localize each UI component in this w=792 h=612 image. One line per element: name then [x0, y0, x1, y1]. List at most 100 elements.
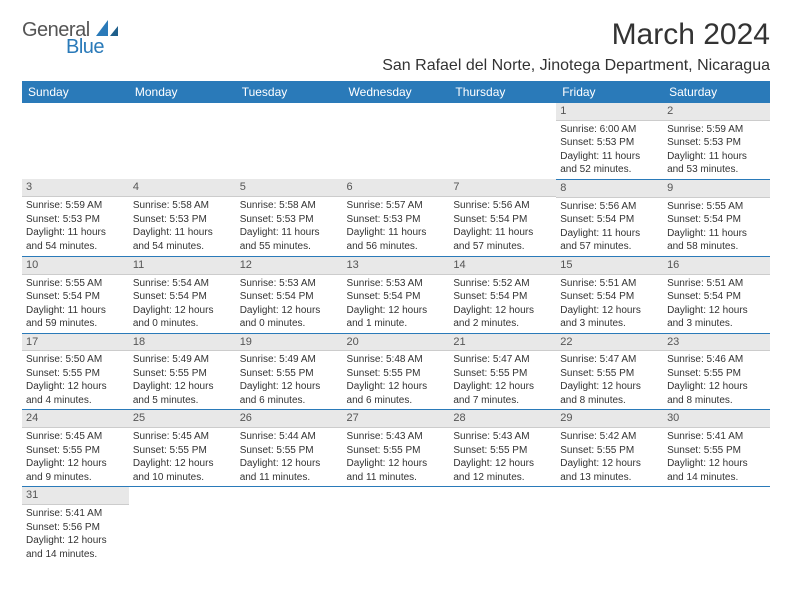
day-number: 14: [449, 257, 556, 275]
daylight-text-2: and 1 minute.: [347, 317, 446, 331]
day-number: 29: [556, 410, 663, 428]
day-number: 1: [556, 103, 663, 121]
day-details: Sunrise: 5:56 AMSunset: 5:54 PMDaylight:…: [556, 198, 663, 256]
calendar-day-cell: 30Sunrise: 5:41 AMSunset: 5:55 PMDayligh…: [663, 410, 770, 487]
day-number: 20: [343, 334, 450, 352]
day-number: [343, 487, 450, 489]
daylight-text-2: and 55 minutes.: [240, 240, 339, 254]
day-number: 22: [556, 334, 663, 352]
day-details: Sunrise: 5:49 AMSunset: 5:55 PMDaylight:…: [129, 351, 236, 409]
daylight-text-1: Daylight: 11 hours: [133, 226, 232, 240]
daylight-text-2: and 59 minutes.: [26, 317, 125, 331]
sunset-text: Sunset: 5:53 PM: [560, 136, 659, 150]
calendar-table: Sunday Monday Tuesday Wednesday Thursday…: [22, 81, 770, 563]
daylight-text-1: Daylight: 12 hours: [347, 457, 446, 471]
day-number: 9: [663, 180, 770, 198]
daylight-text-1: Daylight: 12 hours: [667, 457, 766, 471]
sunset-text: Sunset: 5:55 PM: [453, 367, 552, 381]
daylight-text-2: and 6 minutes.: [240, 394, 339, 408]
weekday-header: Monday: [129, 81, 236, 103]
calendar-day-cell: 12Sunrise: 5:53 AMSunset: 5:54 PMDayligh…: [236, 256, 343, 333]
calendar-day-cell: 28Sunrise: 5:43 AMSunset: 5:55 PMDayligh…: [449, 410, 556, 487]
day-number: [343, 103, 450, 105]
sunrise-text: Sunrise: 5:58 AM: [240, 199, 339, 213]
daylight-text-1: Daylight: 12 hours: [26, 457, 125, 471]
day-number: [449, 487, 556, 489]
sunset-text: Sunset: 5:55 PM: [240, 367, 339, 381]
sunset-text: Sunset: 5:54 PM: [240, 290, 339, 304]
daylight-text-2: and 8 minutes.: [560, 394, 659, 408]
day-number: 24: [22, 410, 129, 428]
day-details: Sunrise: 5:55 AMSunset: 5:54 PMDaylight:…: [663, 198, 770, 256]
day-number: 16: [663, 257, 770, 275]
daylight-text-2: and 3 minutes.: [667, 317, 766, 331]
day-details: Sunrise: 5:42 AMSunset: 5:55 PMDaylight:…: [556, 428, 663, 486]
calendar-day-cell: 3Sunrise: 5:59 AMSunset: 5:53 PMDaylight…: [22, 179, 129, 256]
daylight-text-1: Daylight: 12 hours: [240, 457, 339, 471]
calendar-day-cell: 20Sunrise: 5:48 AMSunset: 5:55 PMDayligh…: [343, 333, 450, 410]
day-number: 12: [236, 257, 343, 275]
day-details: Sunrise: 5:47 AMSunset: 5:55 PMDaylight:…: [449, 351, 556, 409]
daylight-text-1: Daylight: 12 hours: [560, 457, 659, 471]
calendar-day-cell: 4 Sunrise: 5:58 AMSunset: 5:53 PMDaylight…: [129, 179, 236, 256]
calendar-day-cell: [556, 487, 663, 563]
calendar-day-cell: 7Sunrise: 5:56 AMSunset: 5:54 PMDaylight…: [449, 179, 556, 256]
sunrise-text: Sunrise: 5:45 AM: [133, 430, 232, 444]
calendar-week-row: 1Sunrise: 6:00 AMSunset: 5:53 PMDaylight…: [22, 103, 770, 179]
sunset-text: Sunset: 5:54 PM: [667, 290, 766, 304]
daylight-text-2: and 57 minutes.: [453, 240, 552, 254]
daylight-text-2: and 10 minutes.: [133, 471, 232, 485]
daylight-text-1: Daylight: 12 hours: [26, 534, 125, 548]
sunrise-text: Sunrise: 5:46 AM: [667, 353, 766, 367]
day-number: 4: [129, 179, 236, 197]
day-details: Sunrise: 5:41 AMSunset: 5:56 PMDaylight:…: [22, 505, 129, 563]
daylight-text-2: and 14 minutes.: [26, 548, 125, 562]
sunrise-text: Sunrise: 5:51 AM: [560, 277, 659, 291]
day-details: Sunrise: 5:50 AMSunset: 5:55 PMDaylight:…: [22, 351, 129, 409]
calendar-day-cell: 1Sunrise: 6:00 AMSunset: 5:53 PMDaylight…: [556, 103, 663, 179]
day-number: 18: [129, 334, 236, 352]
day-number: [663, 487, 770, 489]
day-details: Sunrise: 5:53 AMSunset: 5:54 PMDaylight:…: [343, 275, 450, 333]
sunrise-text: Sunrise: 5:42 AM: [560, 430, 659, 444]
calendar-day-cell: [343, 487, 450, 563]
day-details: Sunrise: 5:43 AMSunset: 5:55 PMDaylight:…: [449, 428, 556, 486]
calendar-day-cell: 21Sunrise: 5:47 AMSunset: 5:55 PMDayligh…: [449, 333, 556, 410]
daylight-text-1: Daylight: 12 hours: [240, 380, 339, 394]
sunset-text: Sunset: 5:53 PM: [133, 213, 232, 227]
sunrise-text: Sunrise: 5:48 AM: [347, 353, 446, 367]
day-details: Sunrise: 5:48 AMSunset: 5:55 PMDaylight:…: [343, 351, 450, 409]
daylight-text-2: and 0 minutes.: [133, 317, 232, 331]
daylight-text-1: Daylight: 12 hours: [560, 304, 659, 318]
daylight-text-2: and 6 minutes.: [347, 394, 446, 408]
sunrise-text: Sunrise: 5:53 AM: [347, 277, 446, 291]
day-details: Sunrise: 5:57 AMSunset: 5:53 PMDaylight:…: [343, 197, 450, 255]
daylight-text-1: Daylight: 12 hours: [667, 380, 766, 394]
calendar-week-row: 24Sunrise: 5:45 AMSunset: 5:55 PMDayligh…: [22, 410, 770, 487]
day-details: Sunrise: 5:47 AMSunset: 5:55 PMDaylight:…: [556, 351, 663, 409]
sunset-text: Sunset: 5:53 PM: [240, 213, 339, 227]
daylight-text-1: Daylight: 12 hours: [133, 380, 232, 394]
sunset-text: Sunset: 5:55 PM: [240, 444, 339, 458]
day-number: 21: [449, 334, 556, 352]
day-number: 31: [22, 487, 129, 505]
daylight-text-1: Daylight: 12 hours: [133, 457, 232, 471]
sunrise-text: Sunrise: 5:44 AM: [240, 430, 339, 444]
day-number: [129, 487, 236, 489]
daylight-text-1: Daylight: 11 hours: [453, 226, 552, 240]
calendar-day-cell: 16Sunrise: 5:51 AMSunset: 5:54 PMDayligh…: [663, 256, 770, 333]
sunrise-text: Sunrise: 5:43 AM: [347, 430, 446, 444]
day-number: 30: [663, 410, 770, 428]
calendar-day-cell: 25Sunrise: 5:45 AMSunset: 5:55 PMDayligh…: [129, 410, 236, 487]
day-details: Sunrise: 5:55 AMSunset: 5:54 PMDaylight:…: [22, 275, 129, 333]
weekday-header: Saturday: [663, 81, 770, 103]
sunset-text: Sunset: 5:55 PM: [453, 444, 552, 458]
day-details: Sunrise: 5:59 AMSunset: 5:53 PMDaylight:…: [22, 197, 129, 255]
calendar-day-cell: 26Sunrise: 5:44 AMSunset: 5:55 PMDayligh…: [236, 410, 343, 487]
calendar-week-row: 10Sunrise: 5:55 AMSunset: 5:54 PMDayligh…: [22, 256, 770, 333]
day-number: 13: [343, 257, 450, 275]
sunrise-text: Sunrise: 5:58 AM: [133, 199, 232, 213]
day-details: Sunrise: 6:00 AMSunset: 5:53 PMDaylight:…: [556, 121, 663, 179]
daylight-text-1: Daylight: 11 hours: [26, 304, 125, 318]
calendar-day-cell: [129, 103, 236, 179]
